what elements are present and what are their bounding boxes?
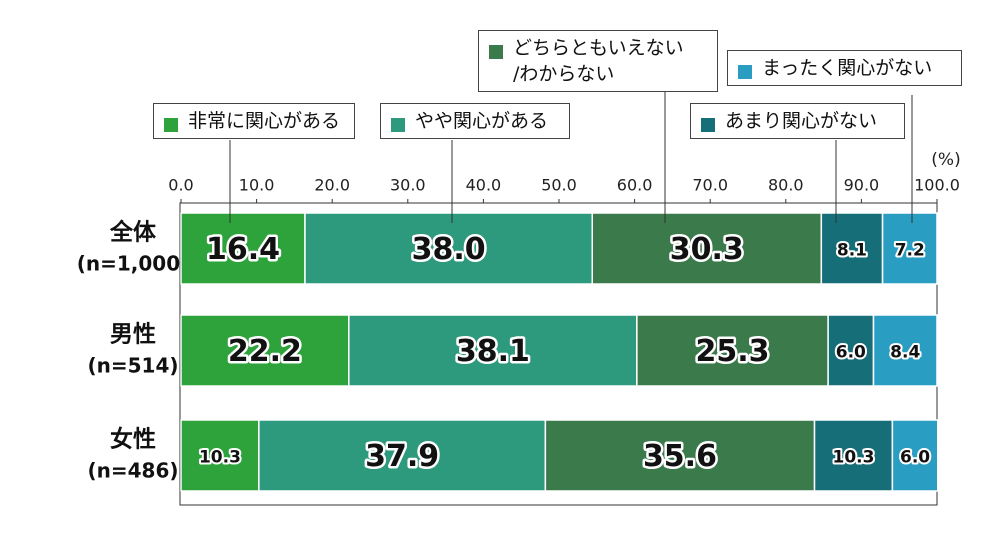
legend-label: 非常に関心がある <box>188 110 341 132</box>
value-label: 6.0 <box>836 343 866 363</box>
legend-label: まったく関心がない <box>762 57 933 79</box>
legend-swatch <box>391 118 405 132</box>
legend-item: まったく関心がない <box>727 50 962 86</box>
x-tick-label: 70.0 <box>692 176 728 195</box>
bar-segment <box>591 212 823 285</box>
x-tick-label: 0.0 <box>168 176 193 195</box>
x-tick-label: 90.0 <box>844 176 880 195</box>
value-label: 25.3 <box>695 334 769 369</box>
category-note: (n=514) <box>87 354 178 378</box>
value-label: 8.4 <box>890 343 920 363</box>
value-label: 35.6 <box>643 439 717 474</box>
category-note: (n=486) <box>87 459 178 483</box>
bar-segment <box>180 314 350 387</box>
unit-label: (%) <box>931 150 960 170</box>
bar-segment <box>348 314 638 387</box>
category-label: 全体 <box>109 219 157 246</box>
x-tick-label: 80.0 <box>768 176 804 195</box>
bar-segment <box>881 212 938 285</box>
category-label: 男性 <box>110 322 156 348</box>
legend-swatch <box>701 118 715 132</box>
legend-item: 非常に関心がある <box>153 103 355 139</box>
category-label: 女性 <box>110 426 156 453</box>
legend-label: あまり関心がない <box>725 110 878 132</box>
legend-swatch <box>164 118 178 132</box>
x-tick-label: 50.0 <box>541 176 577 195</box>
value-label: 38.1 <box>456 334 530 369</box>
x-tick-label: 60.0 <box>617 176 653 195</box>
bar-segment <box>544 419 816 492</box>
value-label: 10.3 <box>199 448 241 468</box>
value-label: 30.3 <box>670 232 744 267</box>
value-label: 37.9 <box>365 439 439 474</box>
x-tick-label: 10.0 <box>239 176 275 195</box>
bar-segment <box>891 419 939 492</box>
value-label: 8.1 <box>837 241 867 261</box>
value-label: 22.2 <box>228 334 302 369</box>
bar-segment <box>813 419 894 492</box>
bar-segment <box>820 212 884 285</box>
value-label: 7.2 <box>895 241 925 261</box>
x-tick-label: 40.0 <box>466 176 502 195</box>
bar-segment <box>872 314 938 387</box>
value-label: 10.3 <box>832 448 874 468</box>
bar-segment <box>258 419 547 492</box>
legend-item: やや関心がある <box>380 103 570 139</box>
bar-segment <box>827 314 875 387</box>
bar-segment <box>180 212 306 285</box>
legend-label: どちらともいえない /わからない <box>513 37 684 85</box>
bar-segment <box>636 314 829 387</box>
value-label: 38.0 <box>412 232 486 267</box>
value-label: 16.4 <box>206 232 280 267</box>
legend-item: どちらともいえない /わからない <box>478 30 718 92</box>
bar-segment <box>304 212 594 285</box>
legend-swatch <box>738 65 752 79</box>
x-tick-label: 100.0 <box>914 176 960 195</box>
x-tick-label: 30.0 <box>390 176 426 195</box>
legend-item: あまり関心がない <box>690 103 905 139</box>
bar-segment <box>180 419 260 492</box>
legend-label: やや関心がある <box>415 110 549 132</box>
legend-swatch <box>489 45 503 59</box>
category-note: (n=1,000) <box>77 252 190 276</box>
value-label: 6.0 <box>900 448 930 468</box>
x-tick-label: 20.0 <box>314 176 350 195</box>
